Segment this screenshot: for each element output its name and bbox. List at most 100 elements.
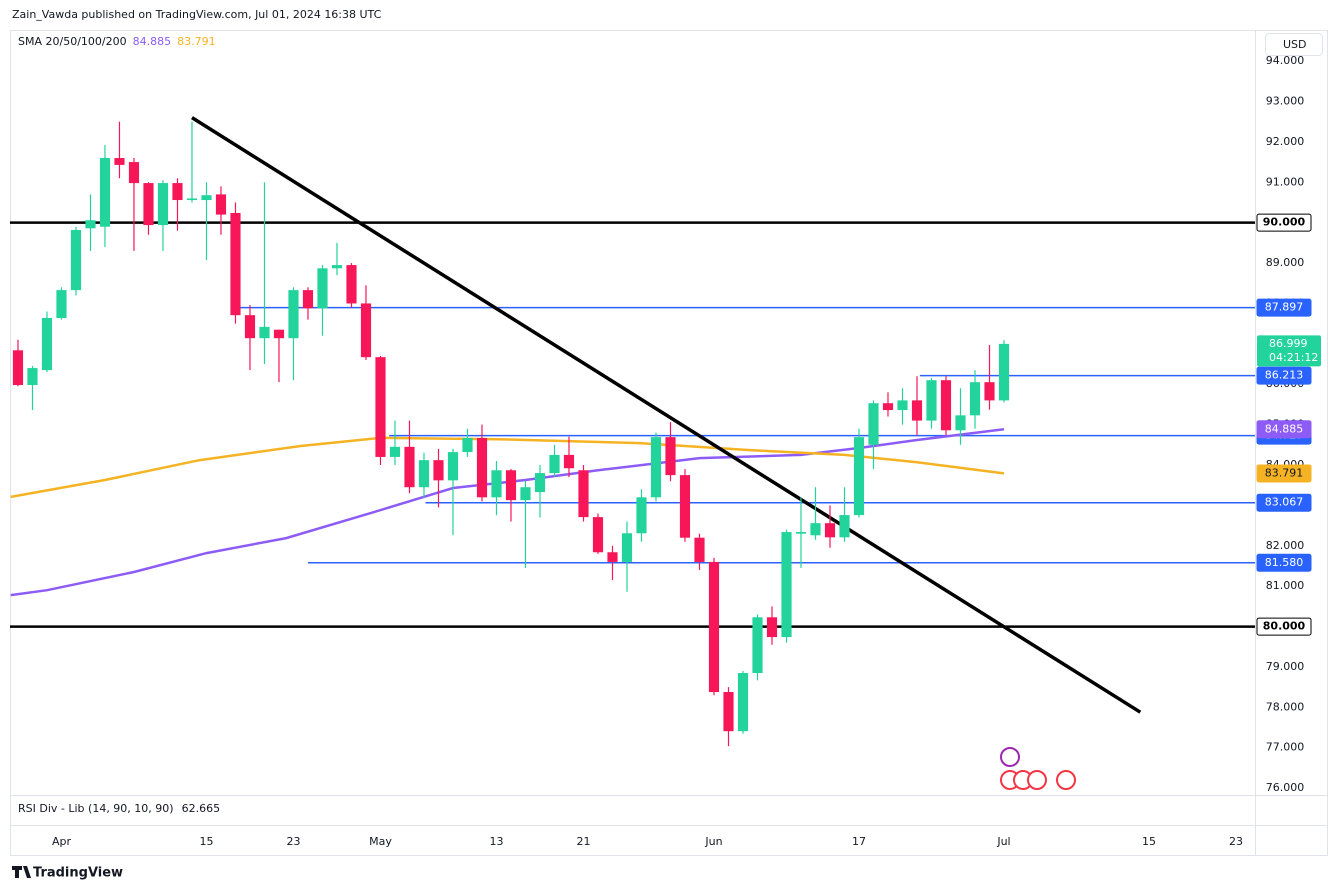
candle-body <box>563 454 575 469</box>
candle-body <box>882 403 894 411</box>
candle-body <box>795 532 807 534</box>
y-tick-label: 79.000 <box>1266 660 1305 673</box>
byline: Zain_Vawda published on TradingView.com,… <box>12 8 382 21</box>
candle-body <box>998 343 1010 401</box>
candle-body <box>549 454 560 474</box>
candle-body <box>215 194 227 215</box>
level-label: 80.000 <box>1263 620 1306 633</box>
candle-body <box>621 533 633 562</box>
candle-body <box>940 380 952 431</box>
x-tick-label: 17 <box>852 835 866 848</box>
candle-body <box>984 382 995 401</box>
candle-body <box>114 158 125 165</box>
x-tick-label: 13 <box>489 835 503 848</box>
candle-body <box>331 265 343 269</box>
y-tick-label: 81.000 <box>1266 579 1305 592</box>
candle-body <box>433 460 444 481</box>
level-label: 83.067 <box>1265 496 1304 509</box>
sma-line <box>10 428 1005 597</box>
candle-body <box>360 303 372 358</box>
level-label-box <box>1256 366 1312 385</box>
currency-button[interactable] <box>1265 33 1323 56</box>
candle-body <box>186 198 198 201</box>
x-tick-label: 23 <box>286 835 300 848</box>
y-tick-label: 91.000 <box>1266 175 1305 188</box>
candle-body <box>853 437 865 516</box>
candle-body <box>752 617 763 674</box>
sma-label: 84.885 <box>1265 422 1304 435</box>
candle-body <box>491 470 502 498</box>
candle-body <box>56 290 67 318</box>
sma-label-box <box>1256 420 1312 439</box>
level-label-box <box>1256 493 1312 512</box>
candle-body <box>476 437 488 498</box>
candle-body <box>317 268 328 309</box>
candle-body <box>578 470 589 518</box>
candle-body <box>737 673 749 732</box>
brand: TradingView <box>33 866 123 881</box>
level-label-box <box>1256 213 1312 232</box>
candle-body <box>607 552 618 562</box>
candle-body <box>389 446 401 457</box>
y-tick-label: 78.000 <box>1266 700 1305 713</box>
x-tick-label: Jun <box>704 835 722 848</box>
flag-icon[interactable] <box>1056 770 1076 790</box>
candle-body <box>201 195 212 201</box>
candle-body <box>273 329 285 339</box>
candle-body <box>505 470 517 501</box>
candle-body <box>128 162 140 184</box>
candle-body <box>230 212 241 316</box>
y-tick-label: 94.000 <box>1266 54 1305 67</box>
level-label-box <box>1256 298 1312 317</box>
candle-body <box>534 473 546 493</box>
candle-body <box>41 317 53 371</box>
candle-body <box>810 523 821 536</box>
candle-body <box>679 475 691 538</box>
last-price: 86.999 <box>1269 337 1308 350</box>
y-tick-label: 93.000 <box>1266 94 1305 107</box>
candle-body <box>85 220 96 229</box>
candle-body <box>636 497 647 534</box>
candle-body <box>143 183 154 226</box>
candle-body <box>592 517 604 553</box>
candle-body <box>288 290 299 339</box>
candle-body <box>404 446 415 488</box>
plot <box>10 116 1255 747</box>
y-tick-label: 92.000 <box>1266 135 1305 148</box>
level-label-box <box>1256 553 1312 572</box>
indicator-label: SMA 20/50/100/200 <box>18 35 127 48</box>
trendline <box>191 116 1142 714</box>
logo <box>12 866 31 878</box>
x-tick-label: Apr <box>52 835 72 848</box>
currency[interactable]: USD <box>1283 38 1307 51</box>
x-tick-label: Jul <box>996 835 1010 848</box>
candle-body <box>418 460 430 488</box>
candle-body <box>708 561 720 693</box>
event-icon[interactable] <box>1000 747 1020 767</box>
candle-body <box>12 350 24 386</box>
countdown: 04:21:12 <box>1269 351 1318 364</box>
candle-body <box>694 537 705 562</box>
x-tick-label: 21 <box>576 835 590 848</box>
sma-label-box <box>1256 464 1312 483</box>
level-label: 81.580 <box>1265 556 1304 569</box>
sma-line <box>10 436 1005 499</box>
candle-body <box>839 515 850 538</box>
candle-body <box>462 437 473 453</box>
candle-body <box>911 400 923 421</box>
flag-icon[interactable] <box>1027 770 1047 790</box>
candle-body <box>70 229 82 291</box>
x-tick-label: May <box>369 835 392 848</box>
candle-body <box>375 357 386 457</box>
y-tick-label: 89.000 <box>1266 256 1305 269</box>
y-tick-label: 77.000 <box>1266 741 1305 754</box>
candle-body <box>346 265 357 304</box>
candle-body <box>766 617 778 638</box>
candle-body <box>926 380 937 421</box>
candle-body <box>244 315 256 339</box>
level-label: 87.897 <box>1265 301 1304 314</box>
event-icons <box>1000 747 1076 790</box>
candle-body <box>868 403 879 445</box>
